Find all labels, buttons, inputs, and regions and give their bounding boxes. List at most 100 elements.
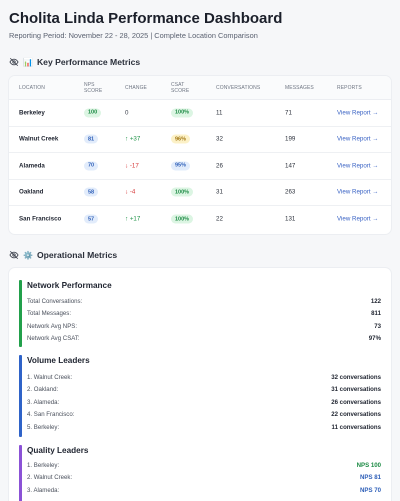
cell-location: Berkeley (19, 109, 45, 117)
volume-leaders-block: Volume Leaders 1. Walnut Creek: 32 conver… (19, 355, 381, 437)
leader-value: 32 conversations (331, 373, 381, 381)
col-csat-line1: CSAT (171, 82, 185, 88)
col-nps: NPS SCORE (84, 82, 102, 94)
cell-change: ↓ -4 (125, 188, 136, 196)
leader-row: 1. Walnut Creek: 32 conversations (27, 371, 381, 384)
view-report-link[interactable]: View Report → (337, 162, 379, 170)
metric-value: 811 (371, 310, 381, 318)
block-title: Network Performance (27, 281, 112, 290)
leader-label: 3. Alameda: (27, 398, 60, 406)
leader-label: 3. Alameda: (27, 486, 60, 494)
col-csat-line2: SCORE (171, 88, 190, 94)
leader-row: 1. Berkeley: NPS 100 (27, 459, 381, 472)
accent-bar (19, 280, 22, 347)
col-conversations: CONVERSATIONS (216, 85, 261, 91)
nps-badge: 81 (84, 134, 99, 144)
block-title: Volume Leaders (27, 356, 90, 365)
csat-badge: 95% (171, 161, 191, 171)
eye-off-icon[interactable] (9, 57, 19, 67)
view-report-link[interactable]: View Report → (337, 135, 379, 143)
cell-conversations: 22 (216, 215, 223, 223)
metric-row: Network Avg NPS: 73 (27, 320, 381, 333)
view-report-link[interactable]: View Report → (337, 188, 379, 196)
col-nps-line2: SCORE (84, 88, 103, 94)
nps-badge: 58 (84, 187, 99, 197)
network-performance-block: Network Performance Total Conversations:… (19, 280, 381, 347)
metric-value: 73 (374, 322, 381, 330)
block-title: Quality Leaders (27, 446, 89, 455)
cell-change: ↑ +37 (125, 135, 141, 143)
leader-value: NPS 81 (359, 474, 381, 482)
view-report-link[interactable]: View Report → (337, 215, 379, 223)
leader-label: 4. San Francisco: (27, 411, 75, 419)
accent-bar (19, 445, 22, 501)
cell-conversations: 32 (216, 135, 223, 143)
leader-value: 26 conversations (331, 398, 381, 406)
leader-label: 1. Walnut Creek: (27, 373, 73, 381)
kpi-section-header[interactable]: 📊 Key Performance Metrics (9, 56, 140, 68)
metric-row: Total Messages: 811 (27, 308, 381, 321)
metric-value: 122 (370, 297, 381, 305)
leader-label: 5. Berkeley: (27, 423, 60, 431)
cell-change: ↑ +17 (125, 215, 141, 223)
csat-badge: 100% (171, 108, 194, 118)
ops-section-header[interactable]: ⚙️ Operational Metrics (9, 249, 117, 261)
leader-row: 3. Alameda: NPS 70 (27, 484, 381, 497)
cell-location: Alameda (19, 162, 45, 170)
leader-label: 2. Oakland: (27, 386, 59, 394)
cell-conversations: 31 (216, 188, 223, 196)
table-row: Oakland 58 ↓ -4 100% 31 263 View Report … (9, 180, 391, 206)
cell-messages: 147 (285, 162, 296, 170)
metric-label: Total Messages: (27, 310, 72, 318)
leader-label: 2. Walnut Creek: (27, 474, 73, 482)
leader-value: NPS 70 (359, 486, 381, 494)
chart-icon: 📊 (23, 57, 33, 67)
col-location: LOCATION (19, 85, 45, 91)
leader-row: 3. Alameda: 26 conversations (27, 396, 381, 409)
kpi-table-header: LOCATION NPS SCORE CHANGE CSAT SCORE CON… (9, 76, 391, 100)
nps-badge: 57 (84, 214, 99, 224)
leader-row: 4. San Francisco: 22 conversations (27, 409, 381, 422)
metric-label: Network Avg CSAT: (27, 335, 80, 343)
kpi-section-title: Key Performance Metrics (36, 57, 141, 67)
ops-card: Network Performance Total Conversations:… (9, 268, 391, 501)
col-reports: REPORTS (337, 85, 362, 91)
table-row: Walnut Creek 81 ↑ +37 96% 32 199 View Re… (9, 127, 391, 153)
cell-messages: 263 (285, 188, 296, 196)
quality-leaders-block: Quality Leaders 1. Berkeley: NPS 100 2. W… (19, 445, 381, 501)
cell-location: San Francisco (19, 215, 62, 223)
ops-section-title: Operational Metrics (36, 250, 118, 260)
cell-messages: 199 (285, 135, 296, 143)
cell-change: 0 (125, 109, 129, 117)
gear-icon: ⚙️ (23, 250, 33, 260)
leader-value: NPS 100 (356, 461, 381, 469)
view-report-link[interactable]: View Report → (337, 109, 379, 117)
table-row: San Francisco 57 ↑ +17 100% 22 131 View … (9, 206, 391, 233)
table-row: Alameda 70 ↓ -17 95% 26 147 View Report … (9, 153, 391, 180)
leader-row: 2. Walnut Creek: NPS 81 (27, 472, 381, 485)
leader-row: 2. Oakland: 31 conversations (27, 384, 381, 397)
metric-row: Total Conversations: 122 (27, 295, 381, 308)
col-nps-line1: NPS (84, 82, 95, 88)
leader-value: 11 conversations (331, 423, 381, 431)
accent-bar (19, 355, 22, 437)
page-subtitle: Reporting Period: November 22 - 28, 2025… (9, 31, 258, 40)
cell-messages: 131 (285, 215, 296, 223)
cell-messages: 71 (285, 109, 292, 117)
nps-badge: 70 (84, 161, 99, 171)
eye-off-icon[interactable] (9, 250, 19, 260)
cell-conversations: 11 (216, 109, 223, 117)
leader-label: 1. Berkeley: (27, 461, 60, 469)
csat-badge: 100% (171, 187, 194, 197)
col-change: CHANGE (125, 85, 147, 91)
metric-label: Network Avg NPS: (27, 322, 78, 330)
cell-location: Walnut Creek (19, 135, 59, 143)
metric-row: Network Avg CSAT: 97% (27, 333, 381, 346)
csat-badge: 100% (171, 214, 194, 224)
metric-label: Total Conversations: (27, 297, 83, 305)
leader-value: 31 conversations (331, 386, 381, 394)
col-messages: MESSAGES (285, 85, 314, 91)
metric-value: 97% (368, 335, 381, 343)
csat-badge: 96% (171, 134, 191, 144)
leader-row: 5. Berkeley: 11 conversations (27, 421, 381, 434)
